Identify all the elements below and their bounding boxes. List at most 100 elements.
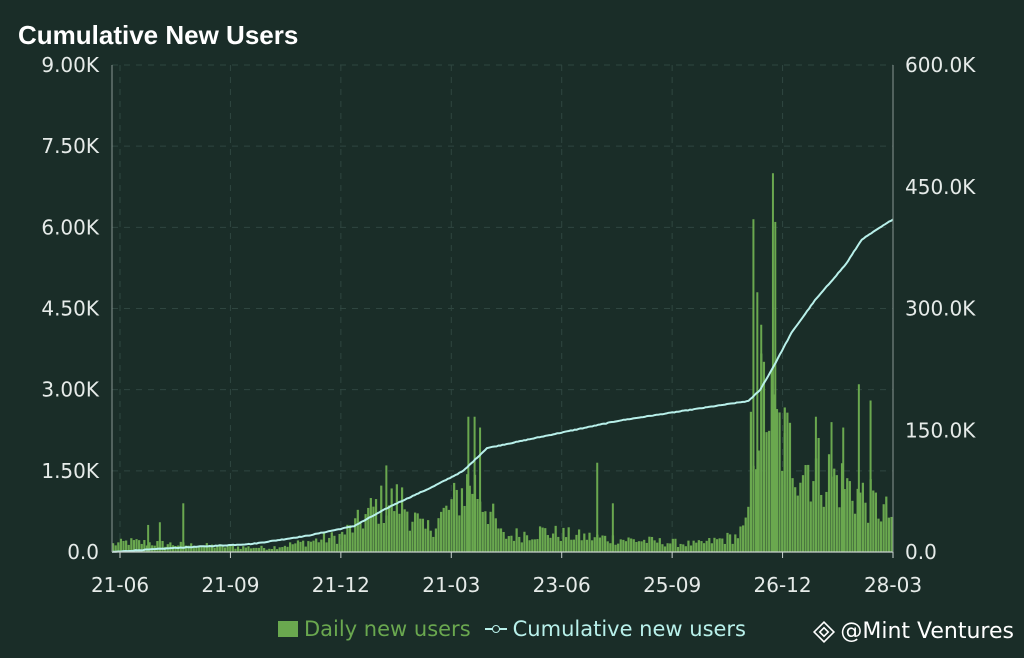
daily-bar — [174, 546, 177, 552]
legend-item-cumulative[interactable]: Cumulative new users — [484, 617, 746, 641]
y-left-tick-label: 1.50K — [41, 459, 100, 483]
daily-bar — [840, 463, 844, 552]
daily-bar — [512, 540, 516, 552]
daily-bar — [437, 518, 440, 552]
daily-bar — [619, 539, 622, 552]
daily-bar — [585, 539, 589, 552]
daily-bar — [203, 545, 206, 552]
daily-bar — [458, 515, 461, 552]
daily-bar — [281, 547, 284, 552]
daily-bar — [788, 422, 792, 552]
daily-bar — [710, 543, 713, 552]
daily-bar — [127, 544, 130, 552]
daily-bar — [515, 528, 518, 552]
daily-bar — [572, 539, 575, 552]
daily-bar — [273, 546, 276, 552]
daily-bar — [731, 543, 734, 552]
daily-bar — [424, 528, 427, 552]
daily-bar — [450, 499, 453, 552]
daily-bar — [406, 511, 409, 552]
daily-bar — [257, 547, 260, 552]
daily-bar — [713, 537, 716, 552]
daily-bar — [887, 517, 890, 552]
legend-label-daily: Daily new users — [304, 617, 471, 641]
daily-bar — [744, 517, 747, 552]
daily-bar-spike — [752, 219, 755, 552]
daily-bar — [525, 535, 529, 552]
daily-bar — [520, 542, 523, 552]
daily-bar — [119, 538, 123, 552]
legend-item-daily[interactable]: Daily new users — [278, 617, 471, 641]
daily-bar — [635, 542, 638, 552]
daily-bar — [140, 543, 143, 552]
daily-bar — [471, 493, 474, 552]
daily-bar — [210, 544, 214, 552]
daily-bar — [138, 540, 141, 552]
daily-bar — [557, 536, 560, 552]
daily-bar — [866, 522, 870, 552]
daily-bar — [697, 540, 700, 552]
daily-bar — [143, 540, 146, 552]
y-right-tick-label: 450.0K — [905, 175, 976, 199]
daily-bar — [861, 482, 864, 552]
daily-bar — [346, 524, 349, 552]
daily-bar — [322, 533, 326, 552]
daily-bar-spike — [830, 422, 833, 552]
daily-bar — [395, 484, 398, 552]
daily-bar — [320, 539, 323, 552]
daily-bar — [541, 527, 544, 552]
mint-logo-icon — [813, 620, 836, 643]
daily-bar — [658, 538, 661, 552]
daily-bar — [296, 540, 300, 552]
daily-bar — [122, 540, 125, 552]
daily-bar — [302, 540, 305, 552]
daily-bar — [413, 512, 417, 552]
daily-bar — [260, 545, 263, 552]
daily-bar — [317, 542, 320, 552]
watermark: @Mint Ventures — [812, 619, 1014, 644]
daily-bar — [299, 541, 302, 552]
daily-bar — [510, 535, 513, 552]
daily-bar — [827, 454, 831, 552]
daily-bar — [255, 547, 258, 552]
daily-bar — [130, 538, 133, 552]
daily-bar — [309, 541, 313, 552]
daily-bar-spike — [756, 292, 759, 552]
line-swatch-icon — [484, 623, 507, 635]
daily-bar — [559, 540, 562, 552]
x-tick-label: 21-09 — [201, 573, 259, 597]
daily-bar — [117, 542, 120, 552]
daily-bar — [468, 485, 471, 552]
daily-bar — [640, 541, 643, 552]
y-right-tick-label: 0.0 — [905, 540, 937, 564]
daily-bar — [791, 478, 794, 552]
daily-bar — [669, 543, 672, 552]
daily-bar — [419, 518, 422, 552]
daily-bar — [476, 499, 479, 552]
daily-bar — [749, 411, 753, 552]
daily-bar — [606, 541, 609, 552]
daily-bar — [497, 528, 500, 552]
daily-bar — [330, 532, 333, 552]
daily-bar — [653, 540, 656, 552]
daily-bar — [252, 547, 255, 552]
daily-bar — [161, 540, 164, 552]
daily-bar — [494, 518, 497, 552]
daily-bar — [455, 489, 458, 552]
daily-bar-spike — [814, 416, 817, 552]
daily-bar — [192, 547, 195, 552]
daily-bar — [184, 545, 188, 552]
daily-bar — [380, 485, 383, 552]
daily-bar — [679, 543, 682, 552]
daily-bar — [692, 540, 695, 552]
daily-bar — [242, 546, 245, 552]
daily-bar — [645, 542, 648, 552]
daily-bar — [799, 482, 802, 552]
daily-bar — [684, 546, 687, 552]
daily-bar — [879, 521, 883, 552]
daily-bar — [632, 539, 635, 552]
daily-bar — [762, 361, 766, 552]
daily-bar — [367, 507, 370, 552]
daily-bar — [627, 537, 630, 552]
watermark-text: @Mint Ventures — [840, 619, 1014, 644]
